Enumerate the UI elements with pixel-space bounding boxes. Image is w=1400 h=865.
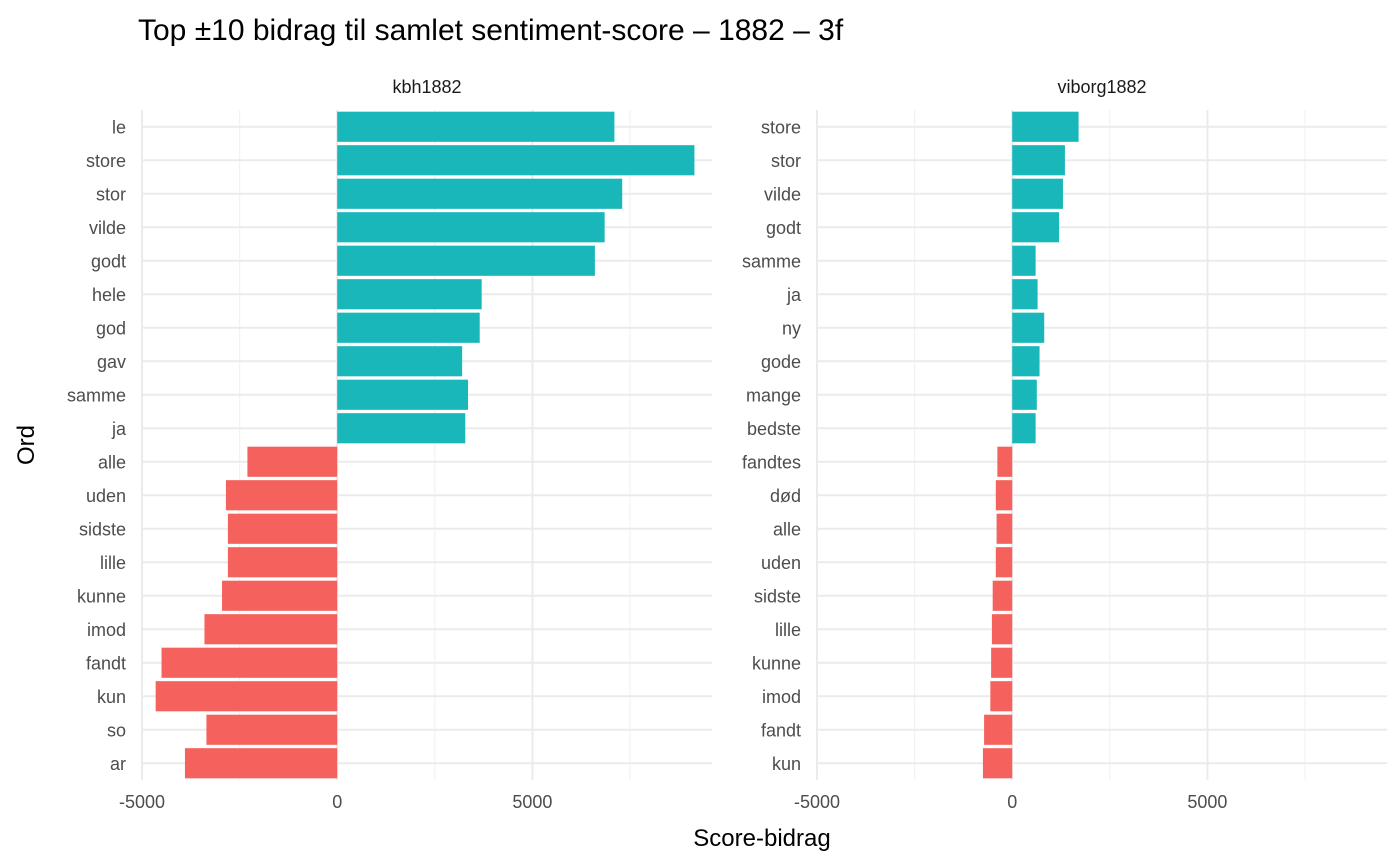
y-tick-label: samme bbox=[67, 385, 126, 405]
bar-kunne bbox=[991, 647, 1013, 678]
bar-imod bbox=[990, 681, 1013, 712]
bar-so bbox=[206, 714, 338, 745]
y-tick-label: gav bbox=[97, 352, 126, 372]
y-tick-label: ja bbox=[786, 285, 802, 305]
x-tick-label: 5000 bbox=[512, 792, 552, 812]
bar-godt bbox=[337, 245, 595, 276]
y-tick-label: godt bbox=[766, 218, 801, 238]
y-tick-label: ny bbox=[782, 318, 801, 338]
y-tick-label: hele bbox=[92, 285, 126, 305]
y-tick-label: stor bbox=[771, 151, 801, 171]
y-axis-title: Ord bbox=[13, 425, 40, 465]
y-tick-label: ja bbox=[111, 419, 127, 439]
bar-kun bbox=[982, 748, 1013, 779]
y-tick-label: kunne bbox=[752, 653, 801, 673]
x-tick-label: -5000 bbox=[794, 792, 840, 812]
bar-død bbox=[995, 480, 1013, 511]
facet-label: kbh1882 bbox=[392, 77, 461, 97]
y-tick-label: fandt bbox=[86, 653, 126, 673]
y-tick-label: sidste bbox=[754, 586, 801, 606]
bar-uden bbox=[225, 480, 338, 511]
y-tick-label: alle bbox=[98, 452, 126, 472]
bar-hele bbox=[337, 279, 482, 310]
bar-lille bbox=[991, 614, 1013, 645]
y-tick-label: bedste bbox=[747, 419, 801, 439]
panel-kbh1882: le store stor vilde godt hele god gav samme ja all… bbox=[67, 77, 712, 812]
bar-uden bbox=[995, 547, 1013, 578]
bar-le bbox=[337, 111, 615, 142]
y-tick-label: stor bbox=[96, 184, 126, 204]
bar-ny bbox=[1012, 312, 1045, 343]
bar-fandt bbox=[161, 647, 338, 678]
bar-store bbox=[1012, 111, 1079, 142]
y-tick-label: mange bbox=[746, 385, 801, 405]
y-tick-label: lille bbox=[775, 620, 801, 640]
y-tick-label: alle bbox=[773, 519, 801, 539]
y-tick-label: store bbox=[86, 151, 126, 171]
bar-gode bbox=[1012, 346, 1040, 377]
bar-samme bbox=[1012, 245, 1036, 276]
bar-gav bbox=[337, 346, 463, 377]
bar-vilde bbox=[1012, 178, 1063, 209]
bar-ar bbox=[184, 748, 338, 779]
bar-alle bbox=[996, 513, 1013, 544]
x-tick-label: 5000 bbox=[1187, 792, 1227, 812]
bar-mange bbox=[1012, 379, 1037, 410]
y-tick-label: ar bbox=[110, 754, 126, 774]
bar-kun bbox=[155, 681, 338, 712]
y-tick-label: so bbox=[107, 720, 126, 740]
bar-alle bbox=[247, 446, 338, 477]
y-tick-label: store bbox=[761, 117, 801, 137]
y-tick-label: fandtes bbox=[742, 452, 801, 472]
bar-stor bbox=[337, 178, 623, 209]
bar-samme bbox=[337, 379, 468, 410]
bar-store bbox=[337, 145, 695, 176]
y-tick-label: kunne bbox=[77, 586, 126, 606]
y-tick-label: sidste bbox=[79, 519, 126, 539]
y-tick-label: imod bbox=[762, 687, 801, 707]
bar-sidste bbox=[992, 580, 1013, 611]
bar-fandt bbox=[984, 714, 1013, 745]
panel-viborg1882: store stor vilde godt samme ja ny gode mange beds… bbox=[742, 77, 1387, 812]
x-tick-label: 0 bbox=[332, 792, 342, 812]
y-tick-label: vilde bbox=[764, 184, 801, 204]
y-tick-label: godt bbox=[91, 251, 126, 271]
bar-imod bbox=[204, 614, 338, 645]
y-tick-label: kun bbox=[772, 754, 801, 774]
y-tick-label: samme bbox=[742, 251, 801, 271]
y-tick-label: kun bbox=[97, 687, 126, 707]
y-tick-label: god bbox=[96, 318, 126, 338]
y-tick-label: fandt bbox=[761, 720, 801, 740]
bar-stor bbox=[1012, 145, 1065, 176]
bar-ja bbox=[337, 413, 466, 444]
y-tick-label: imod bbox=[87, 620, 126, 640]
bar-fandtes bbox=[997, 446, 1013, 477]
y-tick-label: le bbox=[112, 117, 126, 137]
bar-kunne bbox=[222, 580, 338, 611]
y-tick-label: død bbox=[770, 486, 801, 506]
bar-lille bbox=[227, 547, 338, 578]
y-tick-label: gode bbox=[761, 352, 801, 372]
bar-sidste bbox=[227, 513, 338, 544]
bar-ja bbox=[1012, 279, 1038, 310]
x-tick-label: 0 bbox=[1007, 792, 1017, 812]
bar-vilde bbox=[337, 212, 605, 243]
chart-title: Top ±10 bidrag til samlet sentiment-scor… bbox=[138, 14, 844, 47]
x-tick-label: -5000 bbox=[119, 792, 165, 812]
bar-bedste bbox=[1012, 413, 1036, 444]
facet-label: viborg1882 bbox=[1057, 77, 1146, 97]
y-tick-label: lille bbox=[100, 553, 126, 573]
bar-godt bbox=[1012, 212, 1060, 243]
bar-god bbox=[337, 312, 480, 343]
y-tick-label: uden bbox=[86, 486, 126, 506]
x-axis-title: Score-bidrag bbox=[693, 825, 830, 852]
chart-panels: le store stor vilde godt hele god gav samme ja all… bbox=[67, 77, 1387, 812]
y-tick-label: vilde bbox=[89, 218, 126, 238]
y-tick-label: uden bbox=[761, 553, 801, 573]
